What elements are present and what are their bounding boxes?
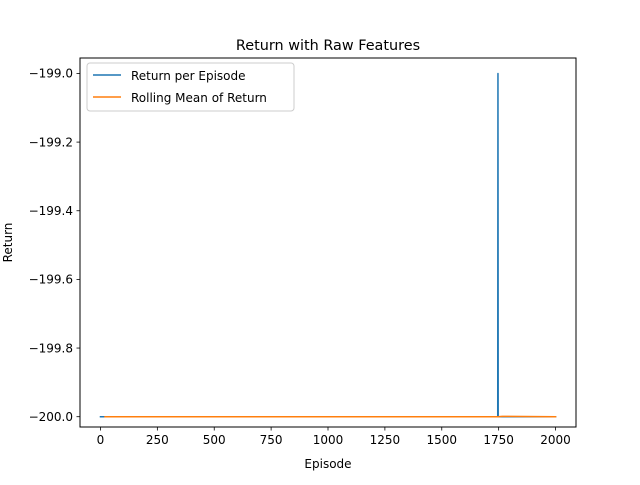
y-axis-label: Return (1, 223, 15, 263)
legend-label-return-per-episode: Return per Episode (131, 69, 246, 83)
y-tick-label: −200.0 (29, 410, 73, 424)
x-tick-label: 1500 (426, 433, 457, 447)
x-axis-label: Episode (304, 457, 351, 471)
y-tick-label: −199.0 (29, 67, 73, 81)
x-tick-label: 250 (146, 433, 169, 447)
x-tick-label: 750 (260, 433, 283, 447)
legend: Return per Episode Rolling Mean of Retur… (87, 63, 294, 111)
legend-label-rolling-mean: Rolling Mean of Return (131, 91, 267, 105)
y-tick-label: −199.4 (29, 204, 73, 218)
x-tick-label: 1250 (370, 433, 401, 447)
x-tick-label: 2000 (540, 433, 571, 447)
y-tick-label: −199.6 (29, 273, 73, 287)
x-tick-label: 0 (97, 433, 105, 447)
x-tick-label: 500 (203, 433, 226, 447)
x-tick-label: 1750 (483, 433, 514, 447)
x-tick-label: 1000 (313, 433, 344, 447)
chart-title: Return with Raw Features (236, 38, 420, 54)
y-tick-label: −199.2 (29, 135, 73, 149)
y-tick-label: −199.8 (29, 341, 73, 355)
